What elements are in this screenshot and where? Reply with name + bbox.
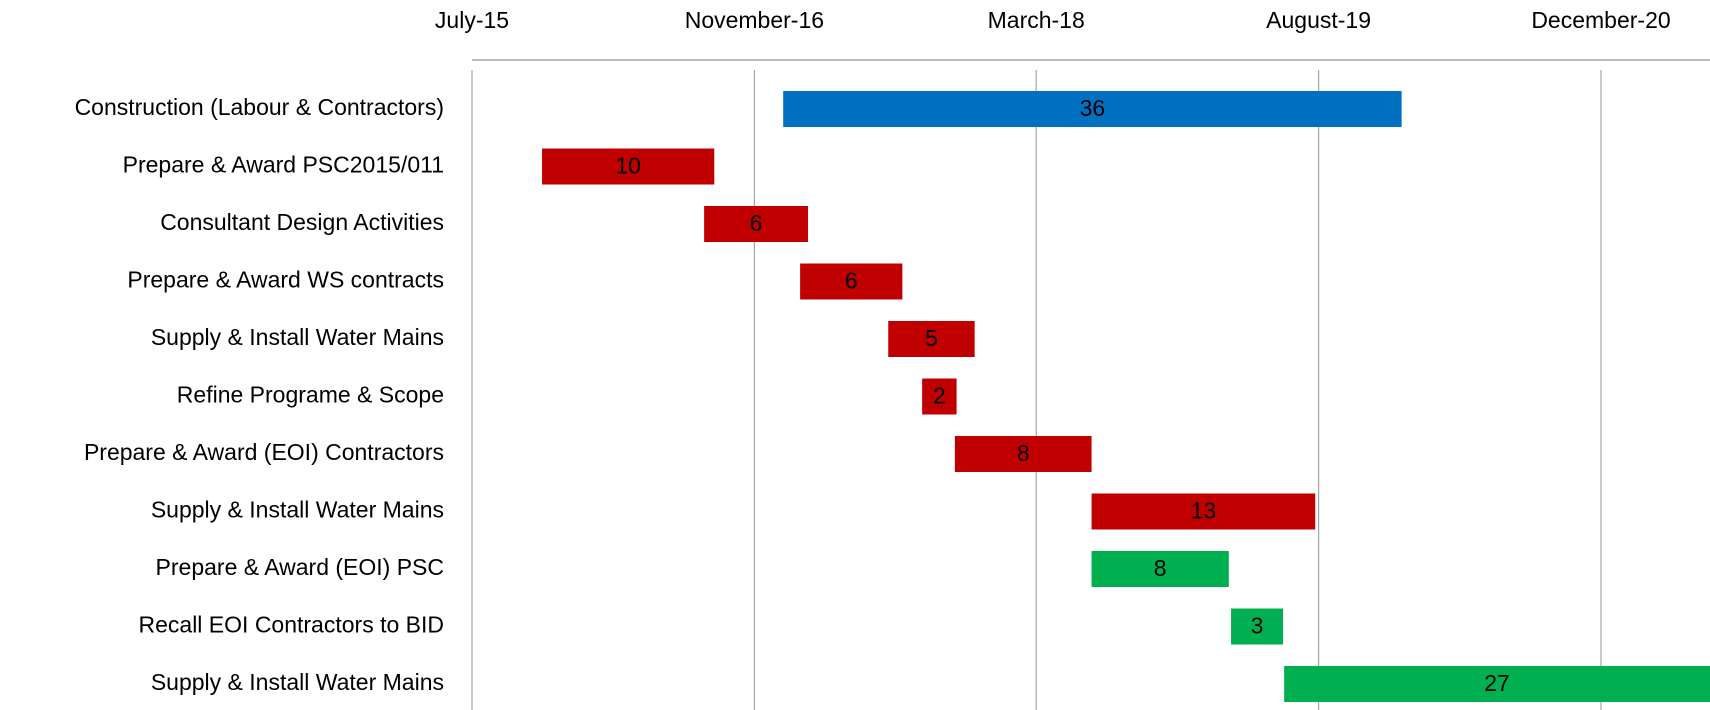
x-tick-label: July-15: [435, 7, 509, 33]
duration-label: 8: [1017, 440, 1030, 466]
task-label: Prepare & Award PSC2015/011: [123, 152, 444, 178]
task-label: Refine Programe & Scope: [177, 382, 444, 408]
duration-label: 5: [925, 325, 938, 351]
task-label: Construction (Labour & Contractors): [75, 94, 444, 120]
x-tick-label: March-18: [988, 7, 1085, 33]
duration-label: 8: [1154, 555, 1167, 581]
duration-label: 6: [845, 268, 858, 294]
duration-label: 6: [750, 210, 763, 236]
task-bar: [922, 378, 957, 415]
duration-label: 36: [1080, 95, 1106, 121]
task-label: Prepare & Award (EOI) PSC: [156, 554, 444, 580]
task-label: Recall EOI Contractors to BID: [139, 612, 445, 638]
x-tick-label: November-16: [685, 7, 824, 33]
duration-label: 2: [933, 383, 946, 409]
duration-label: 13: [1191, 498, 1217, 524]
x-tick-label: December-20: [1531, 7, 1670, 33]
task-label: Supply & Install Water Mains: [151, 497, 444, 523]
task-bar: [1284, 666, 1710, 702]
task-bar: [954, 436, 1092, 472]
x-tick-label: August-19: [1266, 7, 1371, 33]
task-label: Consultant Design Activities: [160, 209, 444, 235]
duration-label: 27: [1484, 670, 1510, 696]
task-label: Prepare & Award (EOI) Contractors: [84, 439, 444, 465]
task-bar: [1091, 551, 1229, 587]
task-bar: [542, 148, 715, 185]
task-bar: [1091, 493, 1316, 530]
task-bar: [704, 206, 809, 242]
task-bar: [888, 321, 975, 357]
duration-label: 10: [615, 153, 641, 179]
task-bar: [1231, 608, 1284, 645]
task-label: Supply & Install Water Mains: [151, 324, 444, 350]
task-bar: [800, 263, 903, 300]
duration-label: 3: [1251, 613, 1264, 639]
task-label: Prepare & Award WS contracts: [127, 267, 444, 293]
task-label: Supply & Install Water Mains: [151, 669, 444, 695]
task-bar: [783, 91, 1402, 127]
